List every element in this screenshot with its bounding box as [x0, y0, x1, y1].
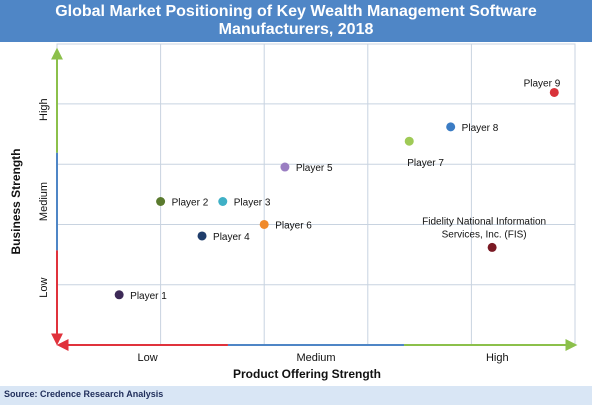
data-label: Player 8: [462, 123, 499, 134]
data-points: [114, 87, 559, 300]
data-point: [549, 87, 559, 97]
chart-title-line-1: Global Market Positioning of Key Wealth …: [55, 3, 537, 20]
y-tick-label: Medium: [38, 182, 50, 221]
y-tick-label: Low: [38, 277, 50, 297]
data-label: Player 7: [407, 158, 444, 169]
chart-title-line-2: Manufacturers, 2018: [218, 21, 374, 38]
data-point: [487, 242, 497, 252]
data-label: Player 6: [275, 220, 312, 231]
y-tick-label: High: [38, 98, 50, 121]
x-axis-title: Product Offering Strength: [233, 367, 381, 381]
y-axis-title: Business Strength: [9, 148, 23, 254]
axes: Low Medium High Low Medium High Product Offeri…: [9, 47, 578, 381]
data-point: [280, 162, 290, 172]
data-label: Player 3: [234, 198, 271, 209]
data-label-line: Services, Inc. (FIS): [442, 229, 527, 240]
x-tick-label: Low: [138, 352, 158, 364]
data-point: [197, 231, 207, 241]
data-label: Player 2: [172, 198, 209, 209]
x-tick-label: High: [486, 352, 509, 364]
data-label-line: Fidelity National Information: [422, 216, 546, 227]
data-point: [404, 136, 414, 146]
data-label: Player 1: [130, 291, 167, 302]
data-label: Player 5: [296, 163, 333, 174]
data-point: [446, 122, 456, 132]
source-bar: Source: Credence Research Analysis: [0, 386, 592, 405]
data-point: [156, 197, 166, 206]
data-label: Fidelity National Information Services, I…: [422, 216, 546, 240]
data-labels: Player 1 Player 2 Player 3 Player 4 Player 5…: [130, 78, 561, 301]
grid: [56, 43, 576, 346]
data-point: [218, 197, 228, 206]
source-note: Source: Credence Research Analysis: [4, 389, 164, 399]
x-tick-label: Medium: [296, 352, 335, 364]
data-point: [114, 290, 124, 300]
data-point: [259, 219, 269, 229]
positioning-chart: Low Medium High Low Medium High Product Offeri…: [9, 43, 578, 381]
title-bar: Global Market Positioning of Key Wealth …: [0, 0, 592, 42]
data-label: Player 4: [213, 232, 250, 243]
data-label: Player 9: [524, 78, 561, 89]
